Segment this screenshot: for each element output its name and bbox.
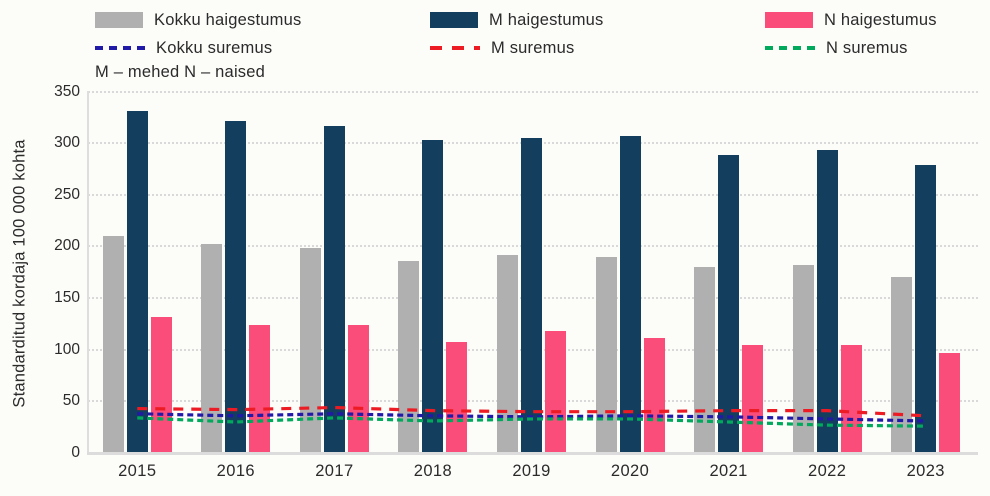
legend-item-m-suremus[interactable]: M suremus [430,38,574,58]
y-tick-label: 200 [54,237,80,255]
bar-n-haigestumus [150,316,172,453]
bar-kokku-haigestumus [102,236,124,453]
bar-m-haigestumus [323,125,345,453]
gridline [88,90,978,93]
bar-kokku-haigestumus [201,244,223,453]
bar-n-haigestumus [939,352,961,453]
y-tick-label: 0 [71,444,80,461]
legend-label: Kokku suremus [156,38,273,57]
legend-label: M haigestumus [489,10,604,29]
legend-label: Kokku haigestumus [154,10,302,29]
bar-kokku-haigestumus [299,248,321,453]
bar-kokku-haigestumus [497,254,518,453]
y-tick-label: 100 [54,340,80,358]
x-axis-line [87,452,978,455]
m-suremus-dash-swatch [430,46,480,50]
kokku-haigestumus-swatch [95,12,143,28]
bar-n-haigestumus [347,324,369,453]
x-tick-label: 2018 [413,462,453,480]
bar-kokku-haigestumus [891,277,913,453]
bar-n-haigestumus [742,344,764,453]
y-tick-label: 350 [54,82,80,100]
bar-kokku-haigestumus [694,267,716,453]
x-tick-label: 2020 [610,462,650,480]
y-tick-label: 250 [54,185,80,203]
bar-n-haigestumus [249,324,271,453]
bar-m-haigestumus [718,154,740,453]
bar-m-haigestumus [619,135,641,453]
bar-n-haigestumus [840,344,862,453]
x-tick-label: 2016 [216,462,255,480]
n-haigestumus-swatch [765,12,813,28]
legend-label: M suremus [491,38,575,57]
y-axis-line [87,91,89,454]
bar-m-haigestumus [422,140,444,453]
bar-kokku-haigestumus [398,260,420,453]
bar-m-haigestumus [521,137,542,453]
bar-m-haigestumus [816,150,838,453]
y-tick-label: 150 [54,289,80,307]
legend-item-kokku-haigestumus[interactable]: Kokku haigestumus [95,10,301,30]
bar-n-haigestumus [446,342,468,453]
x-tick-label: 2019 [512,462,551,480]
y-tick-label: 300 [54,134,80,152]
x-tick-label: 2023 [906,462,945,480]
n-suremus-dash-swatch [765,46,815,50]
bar-m-haigestumus [915,164,937,453]
legend-item-m-haigestumus[interactable]: M haigestumus [430,10,603,30]
y-axis-title: Standarditud kordaja 100 000 kohta [10,139,29,408]
legend-item-n-haigestumus[interactable]: N haigestumus [765,10,937,30]
legend-label: N haigestumus [824,10,937,29]
bar-n-haigestumus [545,331,566,453]
bar-kokku-haigestumus [792,265,814,453]
x-tick-label: 2015 [118,462,157,480]
y-tick-label: 50 [62,392,80,410]
legend-label: N suremus [826,38,908,57]
bar-kokku-haigestumus [595,256,617,453]
bar-m-haigestumus [225,121,247,453]
x-tick-label: 2022 [808,462,847,480]
m-haigestumus-swatch [430,12,478,28]
legend-item-n-suremus[interactable]: N suremus [765,38,908,58]
bar-n-haigestumus [643,338,665,453]
legend-note: M – mehed N – naised [95,63,266,81]
bar-m-haigestumus [126,111,148,453]
x-tick-label: 2017 [315,462,354,480]
legend-item-kokku-suremus[interactable]: Kokku suremus [95,38,272,58]
kokku-suremus-dash-swatch [95,46,145,50]
x-tick-label: 2021 [709,462,748,480]
